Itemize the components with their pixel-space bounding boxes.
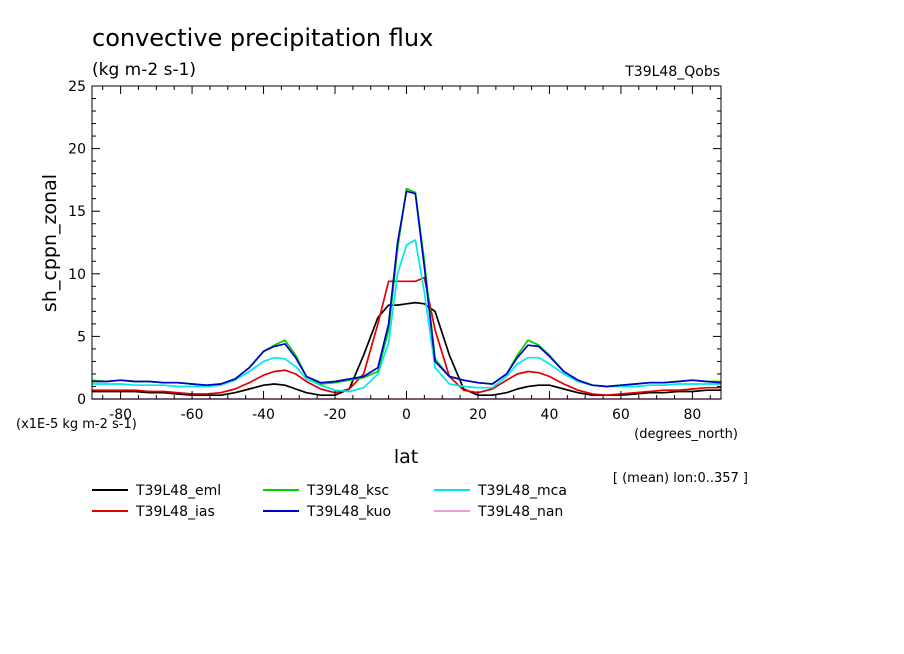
dataset-label: T39L48_Qobs (624, 64, 720, 80)
x-axis-units: (degrees_north) (634, 427, 738, 442)
legend-label: T39L48_ias (135, 504, 215, 520)
x-tick-label: -80 (109, 407, 132, 423)
x-tick-label: -20 (324, 407, 347, 423)
legend-label: T39L48_kuo (306, 504, 391, 520)
series-line-T39L48_eml (92, 301, 721, 397)
y-tick-label: 5 (77, 329, 86, 345)
x-tick-label: 80 (683, 407, 701, 423)
footnote: [ (mean) lon:0..357 ] (613, 471, 748, 486)
legend-label: T39L48_eml (135, 483, 221, 499)
y-tick-label: 10 (68, 267, 86, 283)
y-tick-label: 0 (77, 392, 86, 408)
y-scale-note: (x1E-5 kg m-2 s-1) (16, 417, 137, 432)
plot-lines (91, 187, 722, 400)
x-tick-label: 20 (469, 407, 487, 423)
axis-ticks: -80 -60 -40 -20 0 20 40 60 80 0 5 10 15 20 25 (68, 79, 721, 423)
legend: T39L48_eml T39L48_ias T39L48_ksc T39L48_kuo… (92, 483, 567, 520)
legend-label: T39L48_mca (477, 483, 567, 499)
plot-frame (91, 85, 722, 400)
y-tick-label: 15 (68, 204, 86, 220)
chart-title: convective precipitation flux (92, 24, 433, 52)
x-tick-label: -40 (252, 407, 275, 423)
series-line-T39L48_kuo (92, 190, 722, 388)
x-tick-label: 40 (541, 407, 559, 423)
y-tick-label: 20 (68, 142, 86, 158)
x-axis-label: lat (394, 446, 418, 468)
series-line-T39L48_mca (92, 239, 721, 393)
legend-label: T39L48_nan (477, 504, 563, 520)
series-line-T39L48_ksc (91, 187, 721, 388)
x-tick-label: 0 (402, 407, 411, 423)
x-tick-label: -60 (181, 407, 204, 423)
legend-label: T39L48_ksc (306, 483, 389, 499)
x-tick-label: 60 (612, 407, 630, 423)
series-line-T39L48_ias (92, 276, 721, 397)
y-tick-label: 25 (68, 79, 86, 95)
y-axis-label: sh_cppn_zonal (39, 174, 61, 312)
chart-subtitle: (kg m-2 s-1) (92, 60, 196, 80)
